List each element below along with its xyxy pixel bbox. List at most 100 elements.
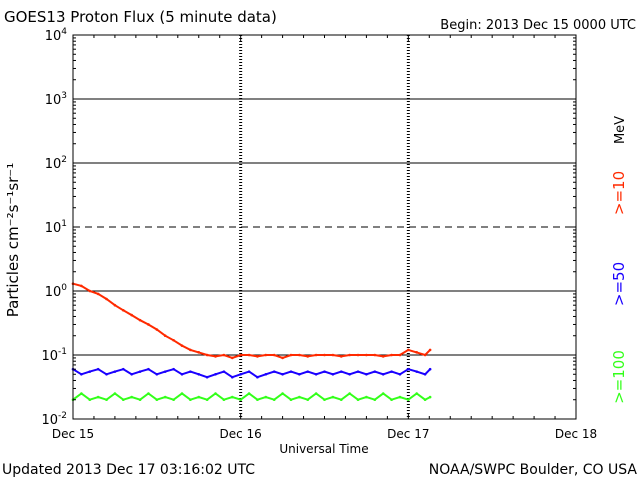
data-point <box>130 372 133 376</box>
data-point <box>214 355 217 358</box>
data-point <box>138 370 142 373</box>
data-point <box>256 355 259 358</box>
data-point <box>289 353 293 357</box>
y-tick-label: 102 <box>45 155 67 172</box>
data-point <box>381 372 385 376</box>
data-point <box>197 351 201 354</box>
data-point <box>180 392 184 395</box>
data-point <box>138 318 142 322</box>
x-tick-label: Dec 15 <box>52 427 94 441</box>
data-point <box>247 370 251 373</box>
data-point <box>398 372 402 376</box>
y-axis-label: Particles cm⁻²s⁻¹sr⁻¹ <box>4 163 22 317</box>
data-point <box>205 375 209 379</box>
data-point <box>348 372 351 376</box>
data-point <box>88 370 92 373</box>
data-point <box>365 372 368 376</box>
data-point <box>155 328 159 331</box>
data-point <box>122 308 125 312</box>
data-point <box>230 356 234 360</box>
data-point <box>138 398 142 402</box>
data-point <box>122 367 125 371</box>
data-point <box>256 375 259 379</box>
data-point <box>155 372 159 376</box>
data-point <box>189 348 192 352</box>
data-point <box>105 372 108 376</box>
data-point <box>423 353 427 357</box>
data-point <box>428 395 432 399</box>
data-point <box>247 392 251 395</box>
data-point <box>281 356 284 360</box>
data-point <box>423 398 427 402</box>
data-point <box>88 289 92 293</box>
data-point <box>390 353 393 357</box>
data-point <box>214 372 217 376</box>
data-point <box>423 372 427 376</box>
data-point <box>272 370 276 373</box>
y-tick-label: 100 <box>45 283 68 300</box>
data-point <box>373 353 377 357</box>
data-point <box>147 323 150 326</box>
data-point <box>348 353 351 357</box>
data-point <box>381 355 385 358</box>
data-point <box>390 398 393 402</box>
x-tick-label: Dec 16 <box>220 427 262 441</box>
data-point <box>264 395 268 399</box>
data-point <box>272 398 276 402</box>
data-point <box>407 367 410 371</box>
data-point <box>96 292 100 296</box>
data-point <box>222 353 226 357</box>
data-point <box>289 398 293 402</box>
data-point <box>163 370 167 373</box>
data-point <box>222 370 226 373</box>
data-point <box>298 372 301 376</box>
data-point <box>197 372 201 376</box>
data-point <box>172 367 175 371</box>
data-point <box>80 392 83 395</box>
data-point <box>314 353 318 357</box>
series-line-2 <box>72 392 431 401</box>
data-point <box>189 370 192 373</box>
data-point <box>113 370 117 373</box>
y-tick-label: 104 <box>45 27 68 44</box>
data-point <box>306 355 310 358</box>
data-point <box>428 367 432 371</box>
data-point <box>323 398 326 402</box>
data-point <box>80 284 83 288</box>
x-tick-label: Dec 17 <box>387 427 429 441</box>
grid-layer <box>73 35 576 419</box>
data-point <box>264 372 268 376</box>
data-point <box>155 398 159 402</box>
data-point <box>239 353 242 357</box>
footer-source: NOAA/SWPC Boulder, CO USA <box>429 462 638 478</box>
data-point <box>247 353 251 357</box>
data-point <box>281 372 284 376</box>
data-point <box>281 392 284 395</box>
data-point <box>298 353 301 357</box>
data-point <box>113 392 117 395</box>
data-point <box>356 353 360 357</box>
y-tick-label: 101 <box>45 219 67 236</box>
data-point <box>339 398 343 402</box>
data-point <box>230 395 234 399</box>
data-point <box>272 353 276 357</box>
data-point <box>163 334 167 338</box>
data-point <box>298 395 301 399</box>
data-point <box>189 398 192 402</box>
data-point <box>407 398 410 402</box>
data-point <box>239 398 242 402</box>
data-point <box>415 392 419 395</box>
series-layer <box>71 282 432 402</box>
data-point <box>348 392 351 395</box>
data-point <box>314 372 318 376</box>
data-point <box>323 353 326 357</box>
series-line-1 <box>72 368 431 379</box>
data-point <box>390 370 393 373</box>
data-point <box>230 375 234 379</box>
data-point <box>80 372 83 376</box>
data-point <box>113 303 117 307</box>
data-point <box>365 353 368 357</box>
y-tick-label: 10-2 <box>41 411 67 428</box>
legend: MeV >=10 >=50 >=100 <box>610 116 628 404</box>
